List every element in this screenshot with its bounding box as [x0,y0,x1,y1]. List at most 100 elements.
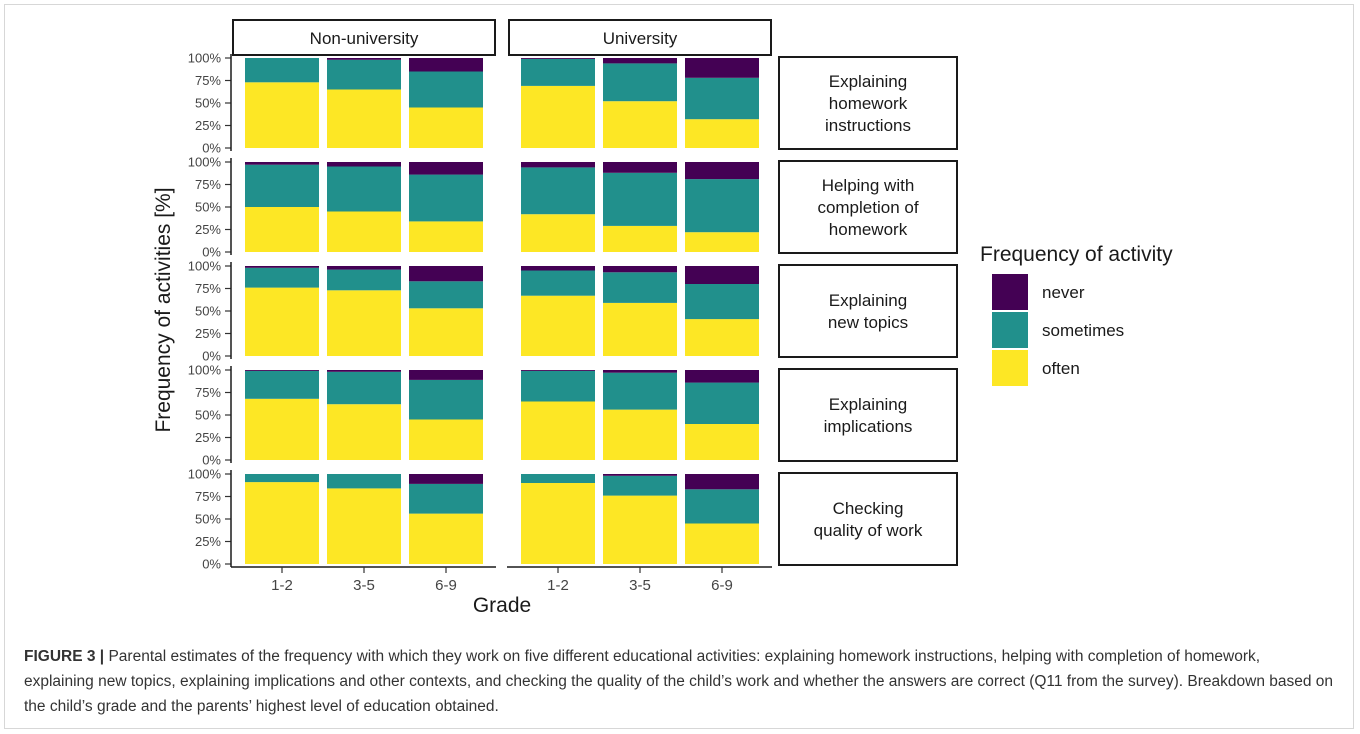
bar-segment-often [685,119,759,148]
legend-label: often [1042,359,1080,378]
bar-segment-often [685,232,759,252]
y-tick-label: 0% [202,453,221,468]
bar-segment-never [603,474,677,476]
bar-segment-sometimes [685,489,759,524]
bar-segment-sometimes [409,71,483,108]
bar-segment-often [245,482,319,564]
bar-segment-never [603,58,677,64]
y-tick-label: 50% [195,512,221,527]
stacked-bar-chart: Non-university University 0% 25% 50% 75% 100% E… [152,19,1173,617]
x-tick-label: 1-2 [271,577,293,594]
bar-segment-sometimes [521,167,595,215]
bar-segment-often [409,221,483,252]
bar-segment-often [245,82,319,148]
y-tick-label: 0% [202,557,221,572]
figure-frame [4,4,1354,729]
bar-segment-sometimes [603,63,677,102]
y-tick-label: 100% [188,363,222,378]
facet-row-label: Checking [833,499,904,518]
bar-segment-sometimes [603,272,677,303]
bar-segment-never [521,370,595,371]
bar-segment-sometimes [327,59,401,90]
bar-segment-never [603,162,677,173]
figure-label: FIGURE 3 | [24,648,105,665]
bar-segment-often [245,287,319,356]
legend-swatch-sometimes [992,312,1028,348]
bar-segment-often [603,495,677,564]
bar-segment-sometimes [327,166,401,212]
y-tick-label: 50% [195,408,221,423]
bar-segment-often [521,295,595,356]
y-tick-label: 25% [195,326,221,341]
y-axis-title: Frequency of activities [%] [152,187,175,432]
bar-segment-sometimes [521,58,595,86]
bar-segment-sometimes [409,379,483,420]
bar-segment-sometimes [409,483,483,514]
x-tick-label: 3-5 [629,577,651,594]
bar-segment-often [327,404,401,460]
x-tick-label: 1-2 [547,577,569,594]
bar-segment-often [521,85,595,148]
y-tick-label: 50% [195,304,221,319]
y-tick-label: 100% [188,155,222,170]
x-tick-label: 6-9 [435,577,457,594]
y-tick-label: 25% [195,222,221,237]
bar-segment-often [245,398,319,460]
bar-segment-never [521,266,595,271]
bar-segment-never [327,162,401,167]
bar-segment-often [685,424,759,460]
facet-row-label: homework [829,94,908,113]
facet-row-label: Explaining [829,395,907,414]
facet-strip-row [778,368,958,462]
facet-row-label: Explaining [829,291,907,310]
bar-segment-sometimes [245,370,319,399]
bar-segment-often [409,107,483,148]
bar-segment-never [685,474,759,490]
bar-segment-often [521,214,595,252]
bar-segment-sometimes [245,164,319,207]
bar-segment-often [245,207,319,252]
figure-caption: FIGURE 3 | Parental estimates of the fre… [24,644,1334,719]
bar-segment-never [685,266,759,284]
legend-title: Frequency of activity [980,243,1173,266]
bar-segment-never [327,266,401,270]
facet-strip-column [232,19,496,56]
bar-segment-never [409,58,483,72]
bar-segment-never [327,370,401,372]
facet-column-label: Non-university [310,29,419,48]
x-tick-label: 3-5 [353,577,375,594]
bar-segment-sometimes [327,269,401,291]
y-tick-label: 100% [188,51,222,66]
bar-segment-never [521,58,595,59]
bar-segment-sometimes [521,474,595,483]
bar-segment-often [521,483,595,564]
facet-row-label: completion of [817,198,918,217]
facet-strip-column [508,19,772,56]
bar-segment-often [327,488,401,564]
bar-segment-never [603,266,677,273]
bar-segment-often [603,409,677,460]
bar-segment-never [245,162,319,165]
y-tick-label: 0% [202,349,221,364]
bar-segment-often [603,225,677,252]
bar-segment-sometimes [327,474,401,489]
bar-segment-sometimes [327,371,401,405]
bar-segment-sometimes [603,172,677,226]
bar-segment-often [521,401,595,460]
bar-segment-sometimes [521,370,595,402]
bar-segment-never [521,162,595,168]
facet-row-label: new topics [828,313,908,332]
facet-strip-row [778,56,958,150]
y-tick-label: 75% [195,281,221,296]
bar-segment-never [685,162,759,180]
bar-segment-never [409,266,483,282]
bar-segment-sometimes [685,77,759,120]
bar-segment-sometimes [603,475,677,496]
legend-label: sometimes [1042,321,1124,340]
bar-segment-sometimes [603,372,677,410]
bar-segment-never [245,370,319,371]
bar-segment-often [409,513,483,564]
bar-segment-never [685,58,759,78]
bar-segment-sometimes [245,267,319,288]
legend-label: never [1042,283,1085,302]
